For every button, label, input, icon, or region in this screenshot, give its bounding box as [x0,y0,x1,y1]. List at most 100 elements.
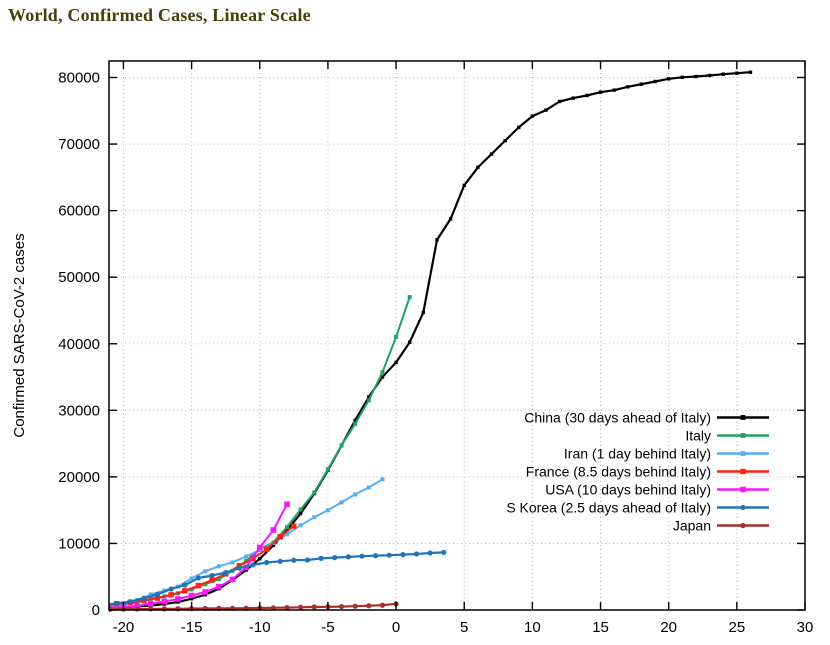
x-tick-label: 20 [660,619,677,636]
y-tick-label: 60000 [58,203,100,220]
data-point-usa [270,527,277,533]
data-point-china [598,90,603,94]
data-point-s-korea [195,575,202,581]
data-point-usa [161,598,168,605]
x-tick-label: 25 [729,619,746,636]
data-point-s-korea [400,552,406,558]
data-point-italy [216,577,221,582]
data-point-italy [339,443,344,448]
legend-label-italy: Italy [685,428,711,444]
y-tick-label: 10000 [58,535,100,552]
data-point-italy [407,295,412,300]
legend-item-france: France (8.5 days behind Italy) [526,464,769,480]
data-point-s-korea [182,582,188,588]
data-point-iran [148,592,153,597]
data-point-italy [353,421,358,426]
data-point-italy [285,525,290,530]
series-iran [109,477,385,609]
data-point-usa [229,576,236,583]
data-point-japan [270,605,276,611]
data-point-france [195,582,202,589]
data-point-iran [380,477,385,482]
data-point-china [530,114,535,118]
y-tick-label: 20000 [58,469,100,486]
legend-item-italy: Italy [685,428,769,444]
data-point-iran [339,500,344,505]
data-point-s-korea [386,552,392,558]
legend-item-japan: Japan [673,518,769,534]
series-line-china [109,71,752,610]
data-point-italy [203,582,208,587]
data-point-china [258,557,262,561]
data-point-italy [394,334,399,339]
x-tick-label: -20 [113,619,135,636]
data-point-iran [353,492,358,497]
series-line-japan [109,602,398,611]
data-point-france [740,468,746,475]
data-point-china [571,96,575,100]
x-tick-label: 5 [460,619,468,636]
x-tick-label: 15 [592,619,609,636]
data-point-usa [216,583,222,590]
data-point-china [271,543,276,548]
legend: China (30 days ahead of Italy) Italy Iran … [506,410,769,534]
data-point-france [209,577,215,583]
data-point-china [653,79,657,84]
data-point-china [462,183,466,188]
data-point-japan [298,604,304,610]
data-point-usa [284,501,290,508]
data-point-italy [325,467,330,472]
data-point-japan [740,522,746,529]
data-point-japan [148,606,154,612]
data-point-s-korea [141,595,147,601]
data-point-italy [312,490,317,495]
data-point-iran [298,523,303,528]
data-point-china [448,217,453,221]
series-line-iran [109,478,384,608]
data-point-s-korea [114,600,120,607]
data-point-usa [147,600,154,607]
data-point-china [298,511,303,516]
data-point-china [748,70,753,74]
x-tick-label: 10 [524,619,541,636]
data-point-china [694,74,698,79]
data-point-china [176,600,180,604]
data-point-s-korea [427,550,433,556]
axis-ticks [109,61,806,611]
legend-item-usa: USA (10 days behind Italy) [545,482,769,498]
data-point-china [367,395,371,399]
data-point-s-korea [291,557,297,563]
data-point-iran [230,560,235,565]
data-point-usa [188,592,195,599]
data-point-iran [244,554,249,559]
data-point-s-korea [236,565,242,571]
data-point-s-korea [413,551,420,557]
data-point-france [263,546,270,552]
y-tick-label: 70000 [58,136,100,153]
data-point-china [680,75,685,80]
data-point-japan [352,603,358,609]
data-point-s-korea [441,549,447,556]
data-point-china [517,125,521,130]
plot-border [108,60,806,611]
data-point-china [626,85,630,89]
legend-label-s-korea: S Korea (2.5 days ahead of Italy) [506,500,711,516]
data-point-china [639,82,644,86]
data-point-japan [134,606,140,612]
y-tick-label: 80000 [58,70,100,87]
data-point-japan [379,602,386,608]
data-point-china [189,596,194,601]
data-point-italy [366,398,371,403]
data-point-france [154,595,161,601]
legend-label-china: China (30 days ahead of Italy) [524,410,711,426]
data-point-china [503,139,507,143]
y-tick-label: 50000 [58,269,100,286]
data-point-china [707,73,712,78]
data-point-s-korea [154,591,161,598]
data-point-s-korea [373,553,379,559]
data-point-china [612,88,616,92]
data-point-s-korea [277,558,283,564]
chart-title: World, Confirmed Cases, Linear Scale [8,5,311,25]
data-point-s-korea [100,602,105,607]
